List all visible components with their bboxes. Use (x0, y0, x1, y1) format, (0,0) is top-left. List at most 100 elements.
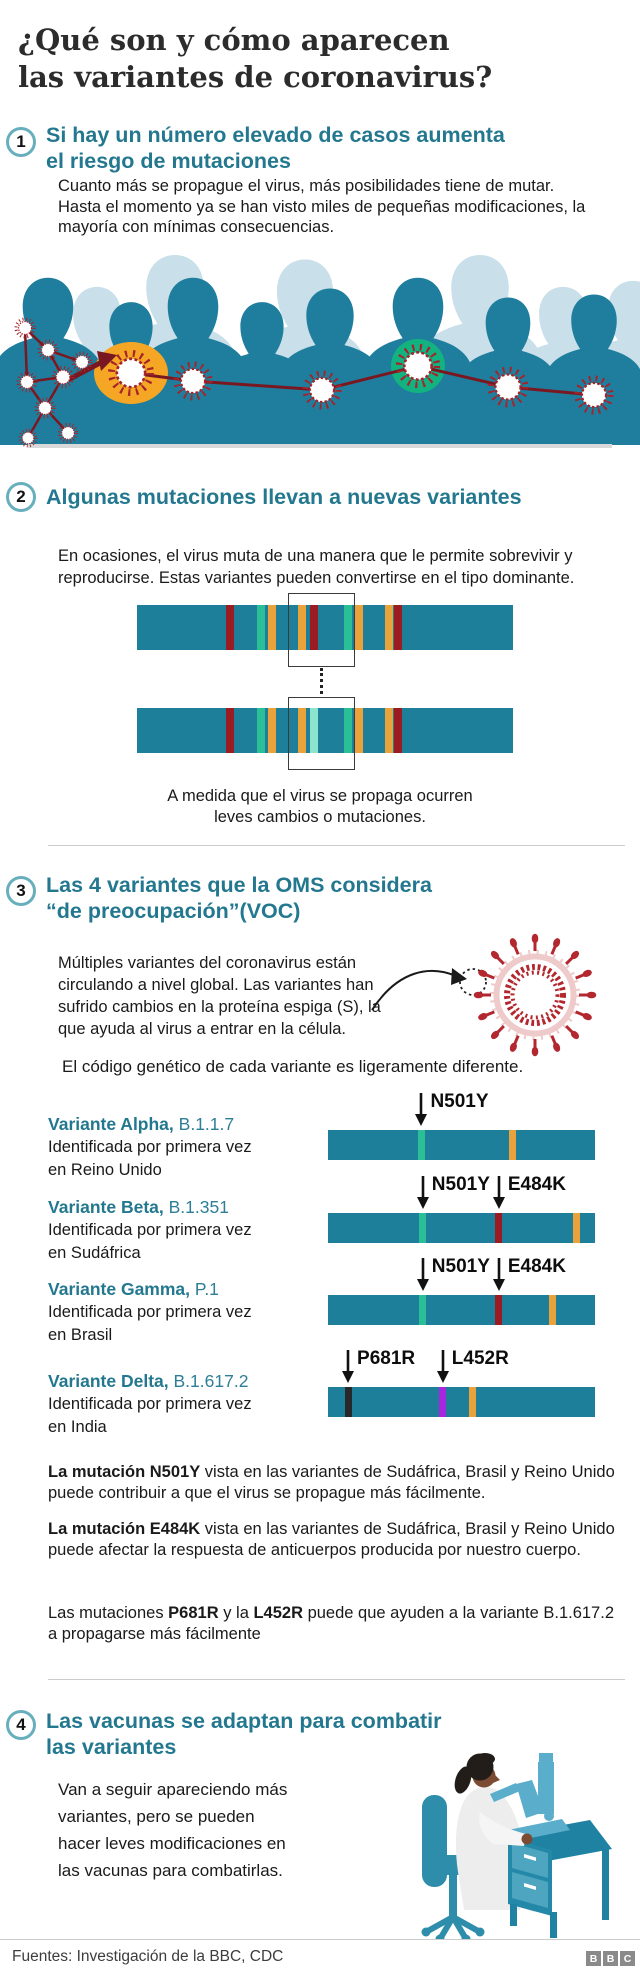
section2-caption: A medida que el virus se propaga ocurren… (0, 786, 640, 828)
bbc-logo: B B C (586, 1951, 635, 1966)
mutation-labels: N501Y E484K (328, 1256, 595, 1294)
page-title-line2: las variantes de coronavirus? (18, 60, 493, 94)
section2-number: 2 (16, 487, 26, 506)
variant-desc-line2: en Reino Unido (48, 1161, 162, 1179)
mutation-note: La mutación E484K vista en las variantes… (48, 1520, 615, 1559)
down-arrow-icon (416, 1258, 429, 1291)
section3-heading: Las 4 variantes que la OMS considera “de… (46, 872, 546, 924)
pointer-arrow-curve (371, 969, 457, 1011)
genome-stripe (417, 1130, 425, 1160)
mutation-label: N501Y (431, 1174, 490, 1195)
pointer-arrow-head (451, 968, 467, 985)
divider-1 (48, 845, 625, 846)
variant-text: Variante Delta, B.1.617.2 Identificada po… (48, 1370, 252, 1439)
page-title-line1: ¿Qué son y cómo aparecen (18, 23, 450, 57)
divider-2 (48, 1679, 625, 1680)
section3-heading-line1: Las 4 variantes que la OMS considera (46, 873, 432, 897)
mutation-note: La mutación N501Y vista en las variantes… (48, 1463, 615, 1502)
genome-stripe (344, 1387, 352, 1417)
scientist-illustration (421, 1753, 612, 1940)
crowd-transmission-illustration (0, 255, 640, 448)
genome-stripe (419, 1213, 427, 1243)
variant-genome-bar (328, 1295, 595, 1325)
genome-stripe (384, 708, 393, 753)
section2-caption-line2: leves cambios o mutaciones. (214, 808, 426, 826)
variant-name: Variante Beta, B.1.351 (48, 1197, 229, 1217)
section3-body: Múltiples variantes del coronavirus está… (58, 954, 381, 1038)
mutation-label: P681R (357, 1348, 416, 1369)
genome-stripe (439, 1387, 447, 1417)
genome-stripe (495, 1213, 503, 1243)
genome-stripe (548, 1295, 556, 1325)
variant-desc-line1: Identificada por primera vez (48, 1395, 252, 1413)
variant-genome-bar (328, 1130, 595, 1160)
section4-body: Van a seguir apareciendo más variantes, … (58, 1780, 288, 1880)
mutation-labels: N501Y (328, 1091, 595, 1129)
genome-stripe (268, 605, 277, 650)
genome-stripe (495, 1295, 503, 1325)
section4-number: 4 (16, 1715, 26, 1734)
section2-heading: Algunas mutaciones llevan a nuevas varia… (46, 485, 522, 509)
section3-heading-line2: “de preocupación”(VOC) (46, 899, 301, 923)
source-credit: Fuentes: Investigación de la BBC, CDC (12, 1948, 284, 1965)
genome-stripe (354, 708, 363, 753)
down-arrow-icon (492, 1176, 505, 1209)
coronavirus-spike-illustration (371, 933, 597, 1057)
variant-desc-line1: Identificada por primera vez (48, 1303, 252, 1321)
variant-text: Variante Gamma, P.1 Identificada por prim… (48, 1278, 252, 1347)
variant-desc-line2: en Sudáfrica (48, 1244, 141, 1262)
genome-stripe (572, 1213, 580, 1243)
genome-stripe (468, 1387, 476, 1417)
variant-desc-line1: Identificada por primera vez (48, 1138, 252, 1156)
variant-desc-line2: en Brasil (48, 1326, 113, 1344)
section2-caption-line1: A medida que el virus se propaga ocurren (167, 787, 473, 805)
genome-bar-original (137, 605, 513, 650)
variant-desc-line2: en India (48, 1418, 107, 1436)
mutation-zoom-box-bottom (288, 697, 355, 770)
variant-desc-line1: Identificada por primera vez (48, 1221, 252, 1239)
variant-name: Variante Gamma, P.1 (48, 1279, 219, 1299)
genome-stripe (354, 605, 363, 650)
genome-stripe (394, 708, 403, 753)
variant-name: Variante Delta, B.1.617.2 (48, 1371, 249, 1391)
section2-body: En ocasiones, el virus muta de una maner… (58, 547, 575, 587)
genome-stripe (309, 605, 318, 650)
section4-number-badge: 4 (6, 1710, 36, 1740)
section3-number-badge: 3 (6, 876, 36, 906)
bbc-logo-letter: C (620, 1951, 635, 1966)
genome-stripe (394, 605, 403, 650)
genome-stripe (419, 1295, 427, 1325)
genome-stripe (225, 605, 234, 650)
spread-arrow-head (97, 351, 117, 371)
mutation-label: E484K (507, 1174, 566, 1195)
down-arrow-icon (342, 1350, 355, 1383)
section4-heading-line1: Las vacunas se adaptan para combatir (46, 1709, 442, 1733)
section3-number: 3 (16, 881, 26, 900)
genome-stripe (257, 708, 266, 753)
section4-heading: Las vacunas se adaptan para combatir las… (46, 1708, 526, 1760)
scientist-arm (479, 1812, 533, 1846)
section1-number: 1 (16, 132, 26, 151)
genome-stripe (343, 605, 352, 650)
mutation-zoom-box-top (288, 593, 355, 667)
mutation-label: E484K (507, 1256, 566, 1277)
section3-intro: El código genético de cada variante es l… (62, 1057, 524, 1076)
dotted-connector (320, 668, 323, 694)
page-title: ¿Qué son y cómo aparecen las variantes d… (18, 22, 492, 96)
variant-genome-bar (328, 1387, 595, 1417)
coronavirus-icon (473, 933, 597, 1057)
mutation-labels: P681R L452R (328, 1348, 595, 1386)
section1-body: Cuanto más se propague el virus, más pos… (58, 177, 586, 236)
genome-stripe (298, 605, 307, 650)
section4-heading-line2: las variantes (46, 1735, 177, 1759)
mutation-label: N501Y (431, 1256, 490, 1277)
variant-name: Variante Alpha, B.1.1.7 (48, 1114, 235, 1134)
variant-text: Variante Alpha, B.1.1.7 Identificada por … (48, 1113, 252, 1182)
down-arrow-icon (436, 1350, 449, 1383)
chair (421, 1795, 485, 1940)
genome-stripe (298, 708, 307, 753)
bbc-logo-letter: B (586, 1951, 601, 1966)
spike-highlight-dotted-circle (459, 968, 487, 996)
section1-number-badge: 1 (6, 127, 36, 157)
